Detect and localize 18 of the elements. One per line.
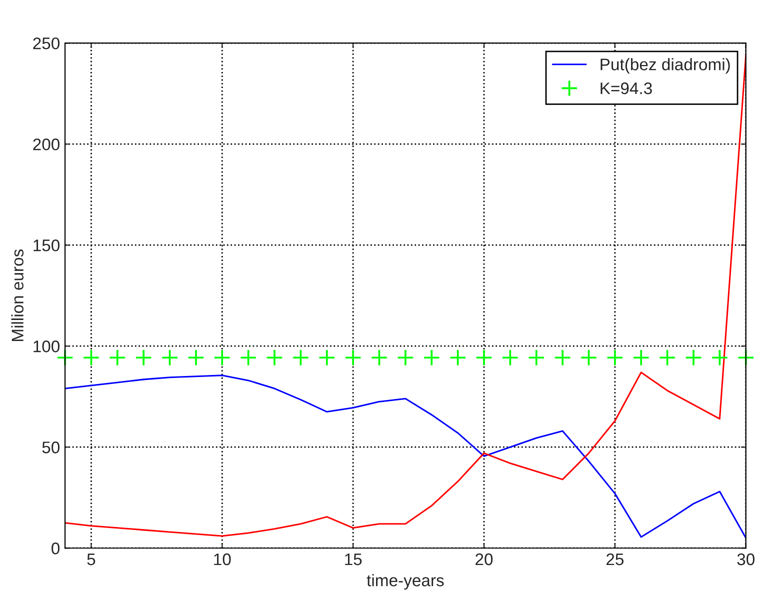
x-tick-label: 30	[737, 553, 754, 566]
line-series	[65, 54, 746, 537]
x-axis-title: time-years	[366, 574, 444, 590]
y-tick-label: 0	[52, 542, 60, 554]
x-tick-label: 15	[345, 554, 362, 566]
y-tick-label: 50	[42, 442, 60, 454]
y-tick-label: 100	[34, 340, 60, 352]
y-axis-title: Million euros	[11, 249, 24, 342]
legend-label: Put(bez diadromi)	[600, 58, 730, 74]
y-tick-label: 250	[33, 38, 60, 50]
x-tick-label: 20	[476, 553, 493, 566]
legend-label: K=94.3	[600, 82, 652, 94]
y-tick-label: 150	[34, 240, 60, 252]
x-tick-label: 10	[214, 553, 231, 566]
y-tick-label: 200	[33, 138, 60, 150]
x-tick-label: 25	[606, 553, 624, 566]
line-series	[65, 374, 746, 539]
x-tick-label: 5	[87, 554, 96, 566]
